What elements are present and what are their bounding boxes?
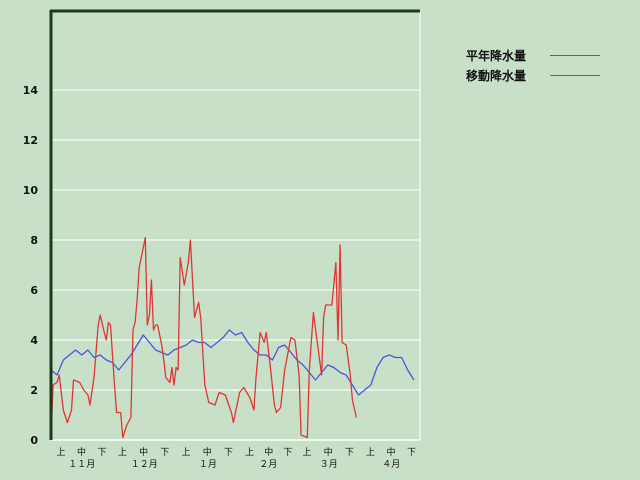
x-tick-label: 下 — [97, 448, 106, 458]
y-tick-label: 4 — [30, 334, 38, 347]
legend-line-moving — [550, 75, 600, 76]
y-tick-label: 2 — [30, 384, 38, 397]
legend-line-normal — [550, 55, 600, 56]
legend-label-moving: 移動降水量 — [466, 69, 527, 83]
x-tick-label: 下 — [345, 448, 354, 458]
x-tick-label: 上 — [245, 447, 254, 458]
x-tick-label: 中 — [77, 446, 86, 458]
x-tick-label: 上 — [56, 447, 65, 458]
x-tick-label: 上 — [366, 447, 375, 458]
y-tick-label: 10 — [23, 184, 39, 197]
series-line-moving — [50, 236, 358, 441]
x-month-label: ２月 — [259, 459, 277, 470]
x-tick-label: 上 — [118, 447, 127, 458]
x-month-label: １１月 — [68, 459, 95, 470]
y-tick-label: 8 — [30, 234, 38, 247]
x-tick-label: 下 — [160, 448, 169, 458]
x-month-label: ４月 — [382, 459, 400, 470]
x-month-label: １月 — [199, 459, 217, 470]
y-tick-label: 0 — [30, 434, 38, 447]
y-tick-label: 12 — [23, 134, 38, 147]
y-tick-label: 14 — [23, 84, 39, 97]
x-month-label: １２月 — [131, 459, 158, 470]
x-tick-label: 上 — [182, 447, 191, 458]
x-tick-label: 中 — [264, 446, 273, 458]
y-tick-label: 6 — [30, 284, 38, 297]
x-tick-label: 中 — [139, 446, 148, 458]
x-tick-label: 中 — [387, 446, 396, 458]
x-month-label: ３月 — [320, 459, 338, 470]
series-line-normal — [50, 329, 415, 396]
x-tick-label: 下 — [224, 448, 233, 458]
x-tick-label: 下 — [407, 448, 416, 458]
x-tick-label: 下 — [283, 448, 292, 458]
x-tick-label: 中 — [324, 446, 333, 458]
x-tick-label: 上 — [302, 447, 311, 458]
x-tick-label: 中 — [203, 446, 212, 458]
legend-label-normal: 平年降水量 — [466, 49, 527, 63]
plot-area — [51, 11, 420, 440]
